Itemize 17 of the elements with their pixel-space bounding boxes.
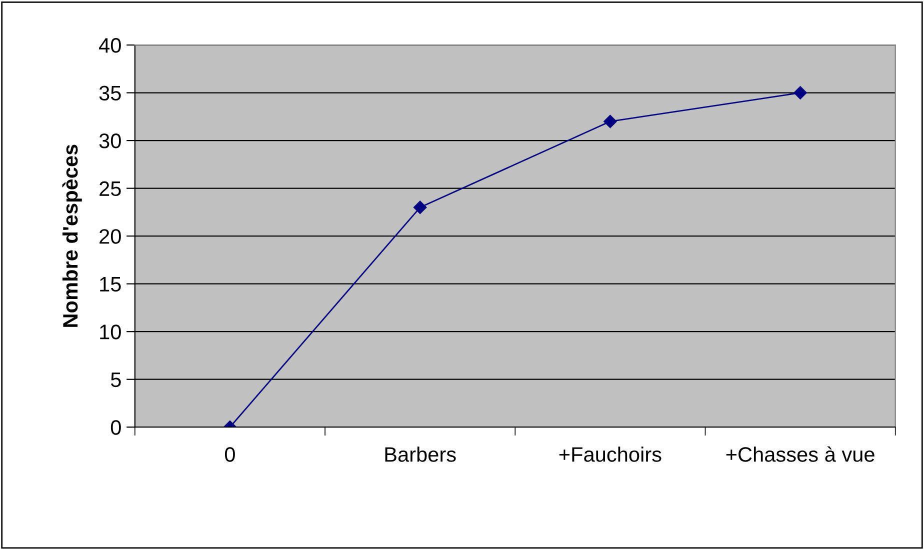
- point: [413, 200, 427, 214]
- y-tick-label: 20: [100, 229, 121, 244]
- y-tick-label: 10: [100, 324, 121, 340]
- y-axis-title: Nombre d'espèces: [62, 144, 82, 327]
- point: [794, 86, 807, 100]
- y-tick-label: 25: [100, 181, 121, 196]
- y-tick-label: 40: [99, 38, 121, 53]
- y-tick-label: 0: [110, 420, 121, 435]
- x-tick-label: +Chasses à vue: [726, 446, 874, 462]
- x-tick-label: +Fauchoirs: [559, 446, 662, 462]
- x-tick-label: 0: [224, 447, 235, 462]
- point: [604, 114, 617, 128]
- x-tick-label: Barbers: [385, 446, 456, 462]
- y-tick-label: 15: [100, 277, 121, 292]
- y-tick-label: 30: [99, 134, 121, 148]
- y-tick-label: 35: [99, 86, 121, 101]
- y-tick-label: 5: [110, 372, 121, 388]
